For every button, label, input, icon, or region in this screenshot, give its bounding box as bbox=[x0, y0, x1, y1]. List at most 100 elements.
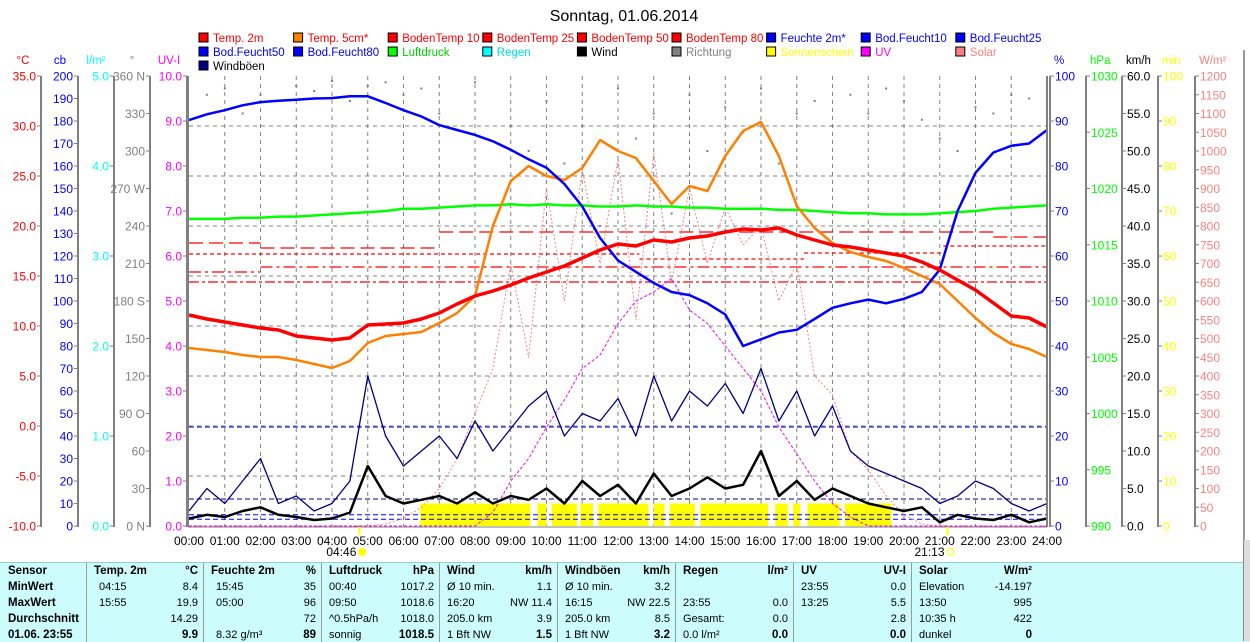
legend-swatch bbox=[482, 32, 493, 43]
x-tick-label: 08:00 bbox=[460, 534, 490, 548]
axis-tick-label: 20.0 bbox=[1127, 370, 1151, 384]
direction-dot bbox=[295, 85, 298, 87]
legend-label: BodenTemp 25 bbox=[497, 33, 574, 45]
table-cell-label: Ø 10 min. bbox=[565, 581, 613, 593]
axis-tick-label: 160 bbox=[53, 160, 73, 174]
axis-tick-label: 950 bbox=[1200, 163, 1220, 177]
axis-tick-label: 80 bbox=[1055, 160, 1069, 174]
table-header-name: Regen bbox=[683, 565, 719, 577]
x-tick-label: 03:00 bbox=[281, 534, 311, 548]
legend-label: BodenTemp 10 bbox=[402, 33, 479, 45]
axis-tick-label: 100 bbox=[1200, 482, 1220, 496]
axis-tick-label: 90 bbox=[1163, 115, 1177, 129]
table-cell-value: 19.9 bbox=[176, 597, 198, 609]
direction-dot bbox=[760, 87, 762, 90]
axis-unit-label: km/h bbox=[1126, 55, 1151, 67]
sunshine-bar bbox=[580, 503, 593, 526]
axis-tick-label: 750 bbox=[1200, 238, 1220, 252]
table-header-unit: W/m² bbox=[1003, 565, 1032, 577]
series-wind bbox=[188, 449, 1048, 524]
axis-tick-label: 3.0 bbox=[92, 250, 109, 264]
axis-tick-label: 9.0 bbox=[165, 115, 182, 129]
direction-dot bbox=[706, 150, 709, 152]
table-row-label: 01.06. 23:55 bbox=[8, 629, 73, 641]
direction-dot bbox=[795, 112, 798, 115]
axis-tick-label: 990 bbox=[1091, 520, 1111, 534]
axis-tick-label: 170 bbox=[53, 137, 73, 151]
direction-dot bbox=[617, 87, 619, 90]
table-cell-value: 0 bbox=[1025, 629, 1032, 641]
table-cell-label: 16:15 bbox=[565, 597, 593, 609]
axis-tick-label: 5.0 bbox=[92, 70, 109, 84]
direction-dot bbox=[545, 100, 548, 102]
axis-tick-label: 50 bbox=[60, 407, 74, 421]
axis-tick-label: 100 bbox=[1163, 70, 1183, 84]
axis-tick-label: 1100 bbox=[1200, 107, 1226, 121]
axis-tick-label: 360 N bbox=[113, 70, 145, 84]
axis-tick-label: 50 bbox=[1055, 295, 1069, 309]
y-axis-left-3: ° 0 N 30 60 90 O 120 150 180 S 210 240 270 W 300 330… bbox=[110, 55, 151, 534]
axis-tick-label: 1000 bbox=[1200, 145, 1227, 159]
table-cell-value: 35 bbox=[303, 581, 316, 593]
direction-dot bbox=[938, 137, 941, 140]
x-tick-label: 04:00 bbox=[317, 534, 347, 548]
column-separator bbox=[793, 563, 794, 642]
direction-dot bbox=[205, 93, 208, 96]
table-header-name: Temp. 2m bbox=[94, 565, 147, 577]
direction-dot bbox=[849, 93, 852, 96]
direction-dot bbox=[223, 87, 226, 90]
table-cell-label: 1 Bft NW bbox=[565, 629, 610, 641]
direction-dot bbox=[670, 212, 673, 215]
x-tick-label: 19:00 bbox=[853, 534, 883, 548]
axis-tick-label: 25.0 bbox=[1127, 332, 1151, 346]
axis-tick-label: 100 bbox=[53, 295, 73, 309]
axis-unit-label: min bbox=[1162, 55, 1181, 67]
axis-tick-label: 1050 bbox=[1200, 126, 1227, 140]
table-cell-value: 1018.5 bbox=[398, 629, 434, 641]
axis-tick-label: 80 bbox=[1163, 160, 1177, 174]
axis-tick-label: 5.0 bbox=[165, 295, 182, 309]
axis-tick-label: 40 bbox=[1163, 340, 1177, 354]
axis-tick-label: 8.0 bbox=[165, 160, 182, 174]
direction-dot bbox=[634, 137, 637, 140]
axis-tick-label: 20 bbox=[1163, 430, 1177, 444]
legend-label: UV bbox=[875, 47, 891, 59]
column-separator bbox=[557, 563, 558, 642]
axis-unit-label: ° bbox=[130, 55, 135, 67]
y-axis-right-2: km/h 0.0 5.0 10.0 15.0 20.0 25.0 30.0 35.0 40.0 45… bbox=[1121, 55, 1151, 534]
axis-tick-label: 1200 bbox=[1200, 70, 1227, 84]
axis-tick-label: 1030 bbox=[1091, 70, 1118, 84]
axis-tick-label: 2.0 bbox=[92, 340, 109, 354]
legend-swatch bbox=[198, 60, 209, 71]
vertical-scrollbar[interactable] bbox=[1243, 540, 1250, 641]
axis-tick-label: 10 bbox=[1055, 475, 1069, 489]
legend-swatch bbox=[766, 32, 777, 43]
table-cell-label: 10:35 h bbox=[919, 613, 956, 625]
series-temp-2m bbox=[188, 226, 1048, 342]
axis-tick-label: 60 bbox=[1163, 250, 1177, 264]
table-cell-value: 89 bbox=[303, 629, 316, 641]
table-row-label: MinWert bbox=[8, 581, 54, 593]
legend-label: Feuchte 2m* bbox=[781, 33, 847, 45]
table-header-unit: km/h bbox=[525, 565, 552, 577]
legend-label: Bod.Feucht10 bbox=[875, 33, 947, 45]
legend-label: Temp. 5cm* bbox=[308, 33, 369, 45]
weather-chart: Sonntag, 01.06.2014 Temp. 2m Temp. 5cm* Bo… bbox=[9, 8, 1245, 559]
axis-tick-label: 350 bbox=[1200, 388, 1220, 402]
legend-swatch bbox=[293, 32, 304, 43]
table-cell-value: NW 22.5 bbox=[627, 597, 670, 609]
column-separator bbox=[675, 563, 676, 642]
sunset-time: 21:13 bbox=[914, 545, 944, 559]
axis-tick-label: 10.0 bbox=[1127, 445, 1151, 459]
direction-dot bbox=[885, 87, 888, 90]
direction-dot bbox=[581, 125, 584, 127]
axis-tick-label: 100 bbox=[1055, 70, 1075, 84]
axis-tick-label: 60 bbox=[60, 385, 74, 399]
table-cell-value: -14.197 bbox=[994, 581, 1032, 593]
axis-tick-label: 110 bbox=[54, 272, 73, 286]
axis-tick-label: 30 bbox=[132, 482, 146, 496]
direction-dot bbox=[599, 225, 602, 227]
x-tick-label: 23:00 bbox=[996, 534, 1026, 548]
axis-tick-label: 60 bbox=[132, 445, 146, 459]
table-cell-value: 8.4 bbox=[182, 581, 198, 593]
